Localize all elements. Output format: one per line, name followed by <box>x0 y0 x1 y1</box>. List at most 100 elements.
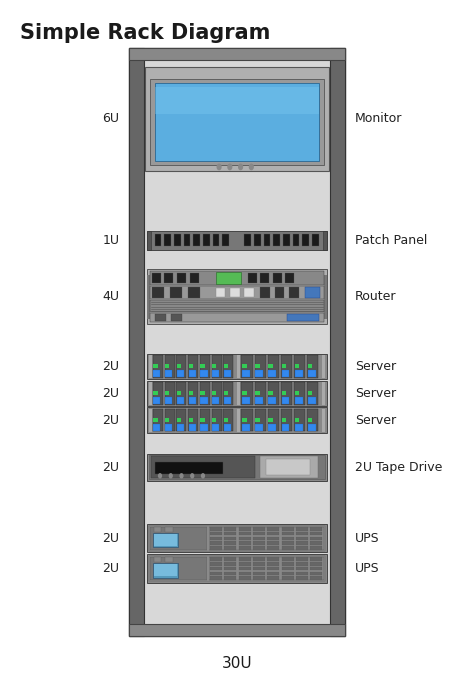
Bar <box>239 537 251 540</box>
Bar <box>296 572 308 575</box>
Bar <box>267 558 279 561</box>
Bar <box>154 557 161 562</box>
Bar <box>212 409 222 431</box>
Bar <box>282 562 293 566</box>
Bar <box>149 526 325 551</box>
Bar <box>237 409 240 432</box>
Bar <box>225 541 236 545</box>
Bar <box>239 546 251 550</box>
Bar <box>255 424 263 431</box>
Bar <box>149 556 325 581</box>
Bar <box>153 563 178 577</box>
Bar <box>310 532 322 535</box>
Bar <box>154 424 161 431</box>
Bar <box>210 562 222 566</box>
Bar <box>183 234 191 246</box>
Bar <box>255 397 263 404</box>
Bar <box>224 391 228 395</box>
Bar <box>242 391 247 395</box>
Bar <box>177 418 181 422</box>
Bar <box>267 532 279 535</box>
Bar <box>223 382 233 405</box>
Bar <box>295 391 299 395</box>
Text: 2U: 2U <box>102 414 119 427</box>
Bar <box>154 418 157 422</box>
Bar <box>253 562 265 566</box>
Bar <box>176 356 186 378</box>
Bar <box>200 409 210 431</box>
Circle shape <box>201 474 204 478</box>
Bar <box>268 409 279 431</box>
Bar <box>155 314 166 321</box>
Bar <box>273 234 280 246</box>
Bar <box>310 546 322 550</box>
Bar <box>307 382 319 405</box>
Bar <box>282 546 293 550</box>
Bar <box>145 67 329 171</box>
Bar <box>285 272 294 283</box>
Text: UPS: UPS <box>355 562 379 575</box>
Bar <box>282 572 293 575</box>
Bar <box>268 364 273 368</box>
Bar <box>201 370 208 377</box>
Bar <box>212 370 219 377</box>
Bar <box>170 287 182 297</box>
Bar <box>268 424 276 431</box>
Bar <box>147 269 327 324</box>
Bar <box>144 60 330 624</box>
Bar <box>322 355 325 378</box>
Bar <box>255 418 260 422</box>
Bar <box>225 527 236 531</box>
Text: 2U: 2U <box>102 461 119 474</box>
Bar <box>308 391 312 395</box>
Bar <box>239 558 251 561</box>
Bar <box>296 558 308 561</box>
Bar <box>188 409 198 431</box>
Bar <box>295 424 302 431</box>
Text: 4U: 4U <box>102 290 119 304</box>
Bar <box>209 527 324 550</box>
Bar <box>165 364 169 368</box>
Bar <box>189 397 196 404</box>
Bar <box>260 456 318 478</box>
Bar <box>253 572 265 575</box>
Bar <box>153 382 163 405</box>
Circle shape <box>159 474 162 478</box>
Bar <box>281 409 292 431</box>
Bar <box>212 356 222 378</box>
Bar <box>164 272 173 283</box>
Circle shape <box>249 164 253 170</box>
Bar <box>242 364 247 368</box>
Bar <box>164 409 174 431</box>
Bar <box>147 408 327 433</box>
Bar <box>253 558 265 561</box>
Bar <box>224 424 231 431</box>
Bar <box>210 541 222 545</box>
Bar <box>149 409 152 432</box>
Bar <box>296 567 308 571</box>
Text: 2U: 2U <box>102 532 119 545</box>
Bar <box>308 424 316 431</box>
Bar <box>253 537 265 540</box>
Bar <box>189 418 193 422</box>
Bar <box>152 287 164 297</box>
Bar <box>260 287 270 297</box>
Bar <box>324 274 327 319</box>
Bar <box>282 424 290 431</box>
Bar <box>322 382 325 405</box>
Bar <box>201 418 205 422</box>
Bar <box>224 397 231 404</box>
Bar <box>177 397 184 404</box>
Bar <box>164 234 171 246</box>
Bar <box>128 624 346 635</box>
Bar <box>295 418 299 422</box>
Bar <box>225 577 236 580</box>
Bar <box>268 356 279 378</box>
Circle shape <box>180 474 183 478</box>
Bar <box>154 364 157 368</box>
Bar <box>155 87 319 114</box>
Bar <box>244 234 251 246</box>
Bar <box>296 537 308 540</box>
Bar <box>239 567 251 571</box>
Circle shape <box>169 474 172 478</box>
